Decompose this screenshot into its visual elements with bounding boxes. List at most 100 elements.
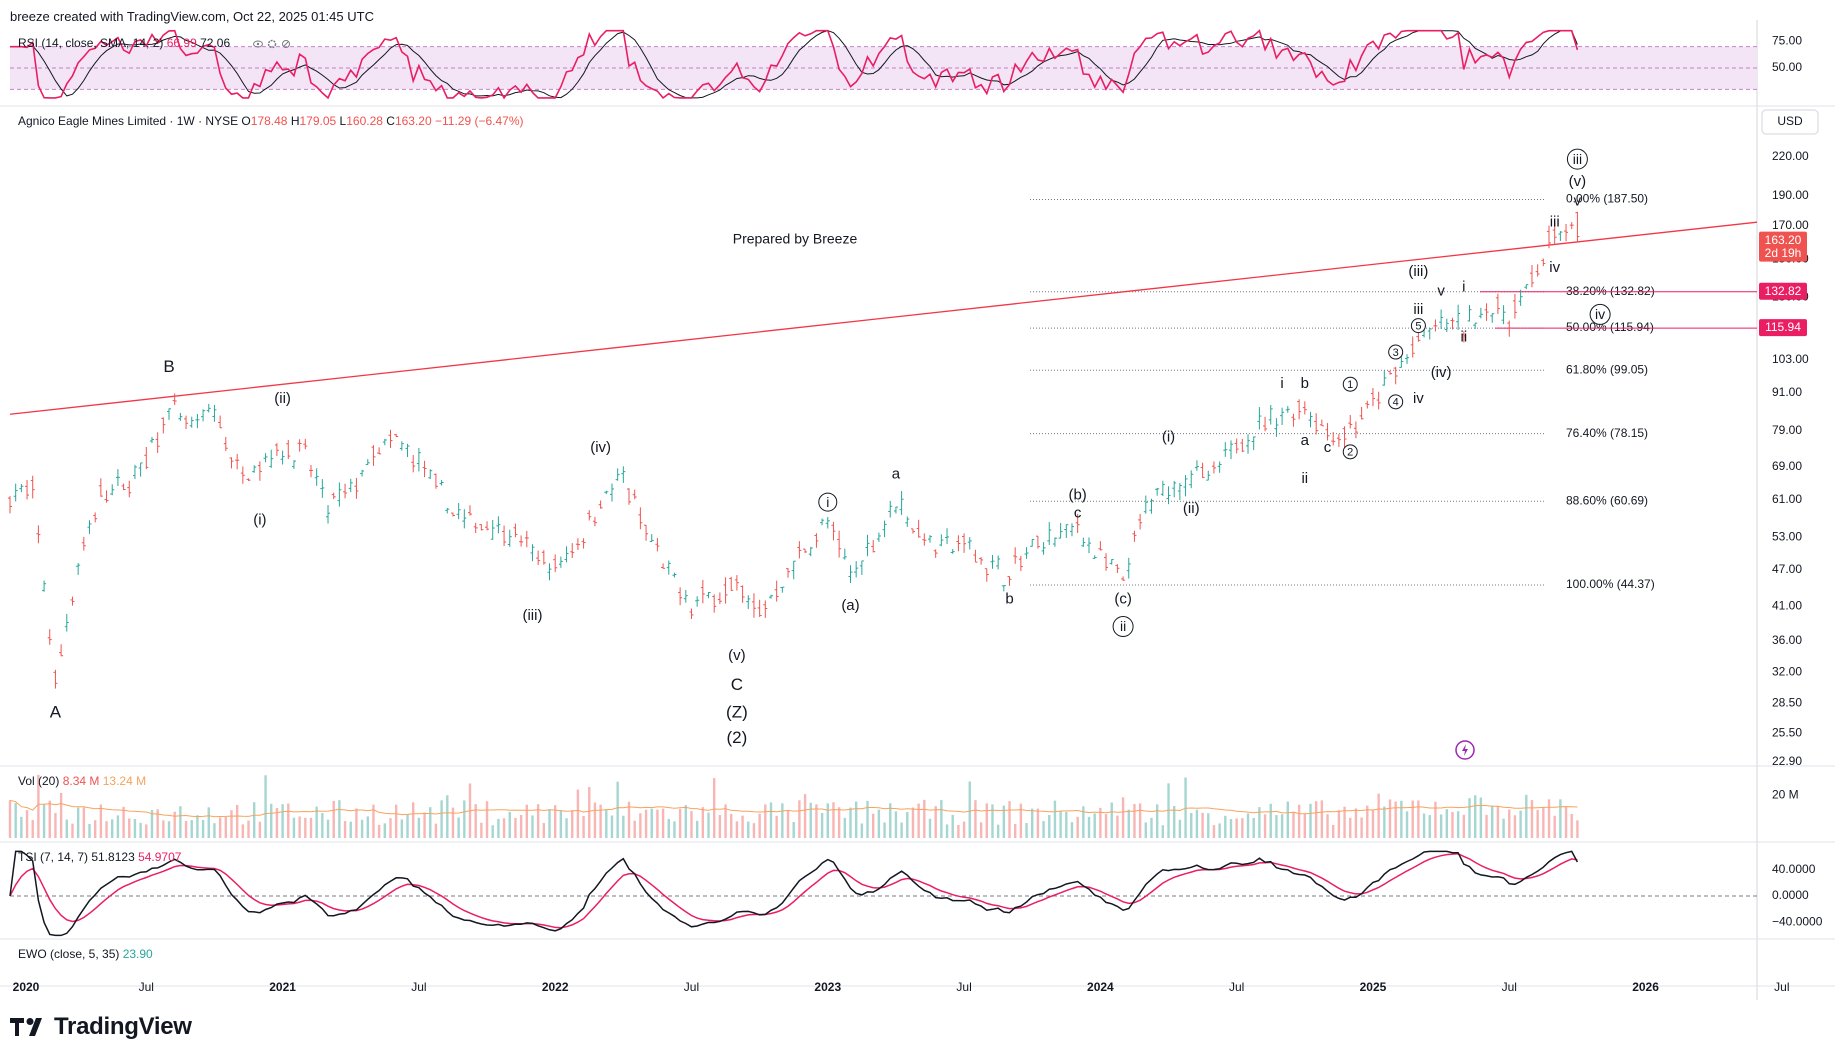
volume-bar bbox=[218, 817, 222, 838]
volume-bar bbox=[88, 823, 91, 838]
volume-bar bbox=[667, 818, 670, 838]
volume-bar bbox=[627, 801, 631, 838]
price-axis-tick: 79.00 bbox=[1772, 423, 1802, 437]
lightning-icon[interactable] bbox=[1455, 740, 1475, 760]
wave-label: (a) bbox=[841, 597, 859, 614]
volume-bar bbox=[93, 820, 97, 838]
volume-bar bbox=[1508, 809, 1511, 838]
tradingview-logo[interactable]: TradingView bbox=[10, 1013, 192, 1041]
volume-axis-tick: 20 M bbox=[1772, 788, 1799, 802]
volume-bar bbox=[718, 814, 722, 838]
volume-legend: Vol (20) 8.34 M 13.24 M bbox=[18, 774, 146, 788]
volume-bar bbox=[996, 824, 1000, 838]
price-axis-tick: 91.00 bbox=[1772, 385, 1802, 399]
currency-button[interactable]: USD bbox=[1761, 109, 1819, 135]
volume-bar bbox=[1042, 821, 1045, 838]
volume-bar bbox=[1031, 808, 1034, 838]
volume-bar bbox=[622, 815, 625, 838]
volume-bar bbox=[735, 821, 739, 838]
volume-bar bbox=[213, 823, 216, 838]
volume-bar bbox=[1303, 813, 1307, 838]
volume-bar bbox=[900, 822, 903, 838]
ewo-legend: EWO (close, 5, 35) 23.90 bbox=[18, 947, 153, 961]
volume-bar bbox=[1451, 811, 1454, 838]
fib50-badge: 115.94 bbox=[1759, 319, 1807, 337]
volume-bar bbox=[156, 809, 159, 838]
wave-label: (iv) bbox=[1431, 364, 1452, 381]
volume-bar bbox=[701, 807, 705, 838]
volume-bar bbox=[1479, 797, 1483, 838]
chart-canvas[interactable]: 0.00% (187.50) 38.20% (132.82) 50.00% (115… bbox=[0, 0, 1835, 1000]
eye-icon-pupil bbox=[256, 42, 260, 46]
delete-icon[interactable] bbox=[282, 40, 290, 48]
main-legend: Agnico Eagle Mines Limited · 1W · NYSE O… bbox=[18, 114, 524, 128]
trendline[interactable] bbox=[9, 221, 1758, 415]
wave-label: (c) bbox=[1114, 591, 1132, 608]
volume-bar bbox=[298, 816, 301, 838]
volume-bar bbox=[1502, 818, 1505, 838]
volume-bar bbox=[1542, 807, 1545, 838]
volume-bar bbox=[48, 800, 51, 838]
wave-label: C bbox=[731, 675, 743, 694]
volume-bar bbox=[690, 811, 693, 838]
volume-bar bbox=[173, 811, 176, 838]
volume-bar bbox=[355, 808, 358, 838]
volume-bar bbox=[695, 820, 699, 838]
volume-bar bbox=[673, 821, 676, 838]
volume-bar bbox=[1269, 803, 1272, 838]
settings-icon[interactable] bbox=[267, 39, 277, 49]
volume-bar bbox=[434, 823, 438, 838]
volume-bar bbox=[264, 775, 267, 838]
wave-label: 5 bbox=[1415, 321, 1421, 333]
volume-bar bbox=[1349, 817, 1352, 838]
wave-label: iii bbox=[1413, 301, 1423, 318]
volume-bar bbox=[326, 819, 330, 838]
volume-bar bbox=[1326, 814, 1329, 838]
volume-bar bbox=[14, 803, 17, 838]
last-price-badge-bg bbox=[1759, 231, 1807, 262]
volume-bar bbox=[571, 810, 574, 838]
volume-bar bbox=[383, 823, 387, 838]
volume-bar bbox=[1246, 813, 1250, 838]
fib-level-label: 0.00% (187.50) bbox=[1566, 192, 1648, 206]
price-axis-tick: 190.00 bbox=[1772, 188, 1809, 202]
wave-label: 3 bbox=[1393, 347, 1399, 359]
volume-bar bbox=[417, 817, 421, 838]
volume-bar bbox=[991, 804, 994, 838]
volume-bar bbox=[1405, 811, 1409, 838]
price-axis-tick: 25.50 bbox=[1772, 725, 1802, 739]
volume-bar bbox=[1008, 801, 1011, 838]
date-axis-tick: 2020 bbox=[13, 980, 40, 994]
volume-bar bbox=[105, 821, 108, 838]
wave-label: b bbox=[1005, 591, 1013, 608]
fib-level-label: 61.80% (99.05) bbox=[1566, 362, 1648, 376]
date-axis-tick: Jul bbox=[956, 980, 971, 994]
volume-bar bbox=[1383, 806, 1386, 838]
wave-label-circle bbox=[1342, 444, 1358, 460]
volume-bar bbox=[1070, 822, 1074, 838]
wave-label: iv bbox=[1413, 390, 1424, 407]
volume-bar bbox=[446, 795, 449, 838]
volume-bar bbox=[548, 809, 551, 838]
wave-label: (2) bbox=[727, 728, 748, 747]
volume-bars bbox=[8, 774, 1579, 838]
fib-level-label: 100.00% (44.37) bbox=[1566, 577, 1655, 591]
volume-bar bbox=[1087, 816, 1091, 838]
volume-bar bbox=[1366, 805, 1369, 838]
volume-bar bbox=[275, 807, 279, 838]
volume-bar bbox=[196, 815, 199, 838]
volume-bar bbox=[1116, 815, 1119, 838]
volume-bar bbox=[741, 815, 744, 838]
last-price-badge-text: 163.20 bbox=[1765, 233, 1802, 247]
volume-bar bbox=[957, 825, 960, 838]
volume-bar bbox=[536, 804, 540, 838]
volume-bar bbox=[145, 824, 148, 838]
rsi-band bbox=[10, 46, 1757, 90]
eye-icon[interactable] bbox=[253, 40, 263, 48]
volume-bar bbox=[1099, 807, 1102, 838]
volume-bar bbox=[1496, 806, 1500, 838]
volume-bar bbox=[809, 802, 812, 838]
volume-bar bbox=[224, 816, 228, 838]
volume-bar bbox=[37, 774, 40, 838]
